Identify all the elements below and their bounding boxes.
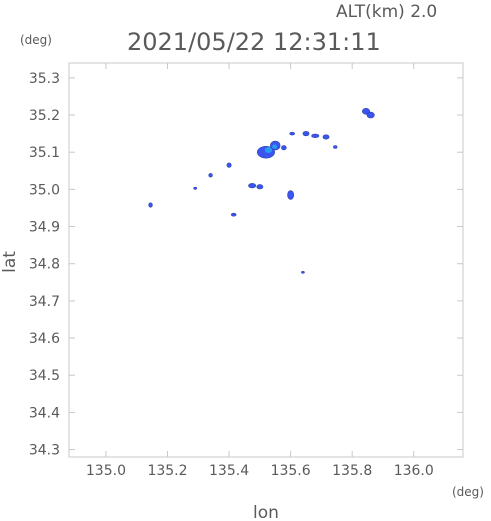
- echo-point: [302, 131, 310, 137]
- plot-frame: [68, 62, 464, 458]
- echo-point: [301, 270, 305, 274]
- y-axis: 34.3 34.4 34.5 34.6 34.7 34.8 34.9 35.0 35.1 35.2…: [29, 71, 463, 459]
- echo-point: [226, 162, 232, 168]
- echo-point: [287, 190, 295, 200]
- y-tick-label: 34.6: [29, 331, 60, 347]
- altitude-label: ALT(km) 2.0: [336, 2, 437, 22]
- y-tick-label: 34.3: [29, 443, 60, 459]
- x-tick-label: 135.6: [271, 463, 311, 479]
- y-axis-label: lat: [0, 251, 20, 273]
- echo-point: [289, 131, 295, 136]
- echo-point: [366, 111, 375, 119]
- echo-point: [208, 173, 213, 178]
- echo-point: [248, 183, 257, 189]
- echo-point: [311, 133, 320, 139]
- x-tick-label: 135.8: [332, 463, 372, 479]
- x-axis: 135.0 135.2 135.4 135.6 135.8 136.0: [86, 63, 434, 479]
- y-tick-label: 34.4: [29, 405, 60, 421]
- x-tick-label: 135.2: [147, 463, 187, 479]
- echo-point: [148, 202, 153, 208]
- echo-point: [193, 186, 198, 190]
- echo-point: [256, 184, 264, 190]
- x-tick-label: 135.0: [86, 463, 126, 479]
- y-tick-label: 35.0: [29, 182, 60, 198]
- y-tick-label: 34.5: [29, 368, 60, 384]
- echo-core-point: [264, 147, 273, 153]
- y-tick-label: 34.8: [29, 257, 60, 273]
- y-tick-label: 35.1: [29, 145, 60, 161]
- echo-point: [333, 145, 338, 149]
- y-tick-label: 35.2: [29, 108, 60, 124]
- echo-point: [322, 134, 330, 140]
- chart-title: 2021/05/22 12:31:11: [127, 28, 381, 56]
- x-axis-label: lon: [253, 503, 279, 521]
- y-tick-label: 34.9: [29, 220, 60, 236]
- echo-layer: [148, 108, 375, 274]
- echo-point: [230, 212, 237, 217]
- echo-point: [281, 145, 287, 151]
- y-unit-label: (deg): [20, 33, 52, 47]
- y-tick-label: 35.3: [29, 71, 60, 87]
- x-tick-label: 136.0: [394, 463, 434, 479]
- x-unit-label: (deg): [452, 485, 484, 499]
- y-tick-label: 34.7: [29, 294, 60, 310]
- echo-core-point: [272, 144, 278, 149]
- x-tick-label: 135.4: [209, 463, 249, 479]
